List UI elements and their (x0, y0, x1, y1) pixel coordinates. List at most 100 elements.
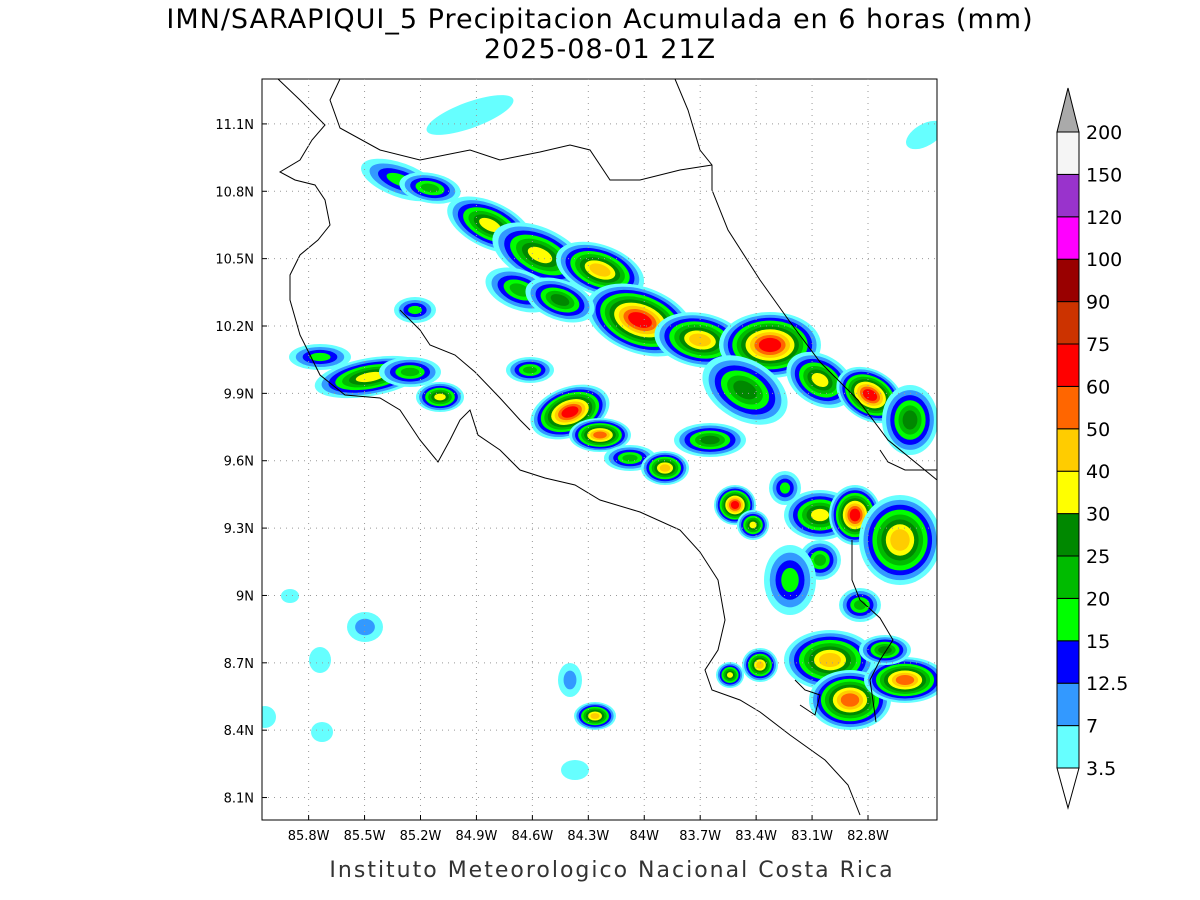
y-tick-label: 9N (236, 589, 254, 604)
colorbar-box (1056, 470, 1080, 515)
x-tick-label: 82.8W (847, 829, 889, 844)
precip-field (262, 95, 937, 780)
colorbar-box (1056, 640, 1080, 684)
x-tick-label: 85.8W (288, 829, 330, 844)
precip-contour (756, 661, 764, 669)
x-tick-label: 83.1W (791, 829, 833, 844)
precip-contour (400, 367, 420, 377)
y-tick-label: 8.7N (224, 657, 254, 672)
colorbar-label: 15 (1086, 631, 1110, 653)
caribbean-coast (674, 79, 937, 481)
precip-contour (906, 120, 937, 150)
precip-contour (309, 647, 331, 673)
x-tick-label: 84.3W (567, 829, 609, 844)
precip-contour (849, 508, 861, 522)
y-tick-label: 9.3N (224, 522, 254, 537)
precip-contour (420, 183, 440, 193)
y-tick-label: 10.8N (215, 185, 254, 200)
colorbar-under (1056, 767, 1080, 810)
y-tick-label: 9.6N (224, 455, 254, 470)
gulf-nicoya (399, 309, 531, 431)
pacific-coast (277, 79, 861, 816)
precip-contour (561, 760, 589, 780)
x-tick-label: 84.6W (511, 829, 553, 844)
colorbar-label: 75 (1086, 334, 1110, 356)
x-tick-label: 85.2W (400, 829, 442, 844)
colorbar-box (1056, 513, 1080, 557)
precip-contour (840, 693, 860, 707)
colorbar-box (1056, 216, 1080, 260)
precip-contour (726, 672, 734, 678)
colorbar-label: 12.5 (1086, 673, 1128, 695)
precip-contour (862, 389, 878, 401)
colorbar-label: 7 (1086, 716, 1098, 738)
x-tick-label: 84W (630, 829, 660, 844)
precip-contour (590, 713, 600, 719)
colorbar-label: 50 (1086, 419, 1110, 441)
precip-contour (561, 406, 579, 418)
osa-peninsula (794, 679, 821, 716)
precip-contour (281, 589, 299, 603)
colorbar-box (1056, 343, 1080, 387)
y-tick-label: 10.5N (215, 253, 254, 268)
colorbar-label: 20 (1086, 588, 1110, 610)
x-tick-label: 85.5W (344, 829, 386, 844)
colorbar-box (1056, 725, 1080, 769)
precip-contour (895, 675, 915, 685)
precip-contour (593, 431, 607, 439)
map-frame (261, 78, 938, 821)
precip-contour (550, 294, 570, 306)
precip-contour (902, 410, 918, 430)
y-tick-label: 9.9N (224, 387, 254, 402)
title: IMN/SARAPIQUI_5 Precipitacion Acumulada … (166, 4, 1033, 35)
precip-contour (509, 283, 531, 297)
colorbar-box (1056, 385, 1080, 430)
panama-border (851, 449, 937, 723)
precip-contour (589, 263, 611, 277)
x-tick-label: 83.4W (735, 829, 777, 844)
coastlines (277, 79, 937, 816)
y-tick-label: 8.1N (224, 792, 254, 807)
colorbar-label: 120 (1086, 207, 1122, 229)
precip-contour (563, 670, 577, 690)
precip-contour (628, 312, 652, 328)
precip-contour (355, 371, 385, 383)
precip-contour (733, 380, 757, 400)
x-tick-label: 84.9W (456, 829, 498, 844)
colorbar-label: 30 (1086, 504, 1110, 526)
colorbar-over (1056, 87, 1080, 133)
precip-contour (811, 508, 829, 522)
colorbar-label: 200 (1086, 122, 1122, 144)
colorbar-box (1056, 555, 1080, 599)
colorbar-label: 90 (1086, 292, 1110, 314)
precip-contour (890, 529, 910, 551)
precip-contour (262, 706, 276, 728)
precip-contour (479, 217, 501, 233)
precip-contour (408, 305, 422, 315)
colorbar-box (1056, 301, 1080, 345)
colorbar-label: 40 (1086, 461, 1110, 483)
colorbar-label: 100 (1086, 249, 1122, 271)
precip-contour (700, 435, 720, 445)
precip-contour (434, 393, 446, 401)
precip-contour (730, 500, 740, 510)
precip-contour (779, 482, 791, 494)
subtitle: 2025-08-01 21Z (484, 34, 716, 65)
precip-contour (811, 373, 829, 387)
precip-contour (758, 337, 782, 353)
colorbar-label: 25 (1086, 546, 1110, 568)
precip-contour (819, 652, 841, 668)
precip-contour (527, 246, 553, 264)
precip-contour (355, 618, 375, 636)
y-tick-label: 11.1N (215, 118, 254, 133)
precip-contour (854, 600, 866, 610)
precip-contour (814, 554, 826, 566)
precip-contour (309, 352, 331, 362)
colorbar-box (1056, 682, 1080, 727)
colorbar-label: 60 (1086, 376, 1110, 398)
colorbar-box (1056, 258, 1080, 303)
precip-contour (311, 722, 333, 742)
colorbar-box (1056, 173, 1080, 218)
precip-contour (878, 646, 892, 654)
y-tick-label: 8.4N (224, 724, 254, 739)
